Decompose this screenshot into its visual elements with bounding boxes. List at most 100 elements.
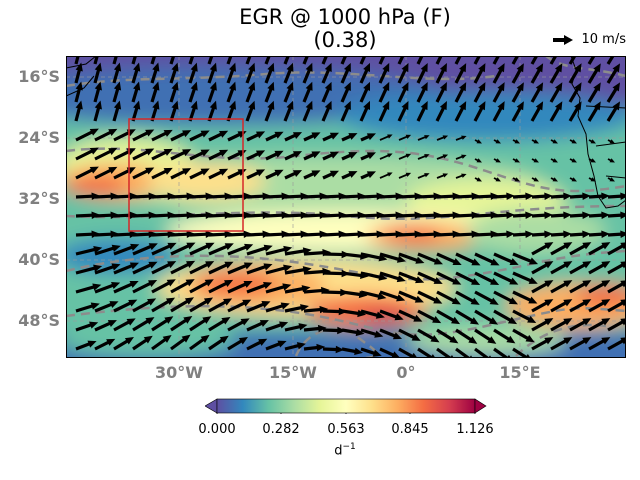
wind-arrow <box>397 81 409 103</box>
wind-arrow <box>322 132 340 142</box>
wind-arrow <box>75 245 103 256</box>
wind-arrow <box>588 318 611 332</box>
wind-arrow <box>455 309 480 325</box>
wind-arrow <box>94 147 118 161</box>
wind-arrow <box>474 309 499 325</box>
wind-arrow <box>322 170 340 180</box>
wind-arrow <box>569 337 592 351</box>
wind-arrow <box>189 168 210 180</box>
wind-arrow <box>436 252 462 265</box>
wind-arrow <box>265 340 287 351</box>
wind-arrow <box>246 301 271 313</box>
wind-arrow <box>435 63 447 84</box>
wind-arrow <box>227 131 247 142</box>
wind-arrow <box>435 82 447 103</box>
wind-arrow <box>493 271 519 285</box>
wind-arrow <box>607 337 626 351</box>
wind-arrow <box>302 62 313 84</box>
wind-arrow <box>417 290 443 304</box>
wind-arrow <box>417 154 430 160</box>
wind-arrow <box>360 252 388 262</box>
wind-arrow <box>112 62 122 84</box>
wind-arrow <box>379 271 406 283</box>
wind-arrow <box>75 283 102 294</box>
wind-arrow <box>588 261 611 275</box>
wind-arrow <box>568 63 582 84</box>
wind-arrow <box>417 271 443 284</box>
wind-arrow <box>588 158 596 163</box>
wind-arrow <box>607 318 626 332</box>
wind-arrow <box>474 139 482 144</box>
wind-arrow <box>189 261 215 275</box>
wind-arrow <box>379 252 406 263</box>
wind-arrow <box>455 154 467 160</box>
wind-arrow <box>569 158 577 163</box>
wind-arrow <box>512 271 538 284</box>
colorbar-unit-label: d−1 <box>334 442 356 459</box>
wind-arrow <box>397 100 409 122</box>
wind-arrow <box>151 297 176 313</box>
wind-arrow <box>550 192 572 200</box>
wind-arrow <box>473 63 486 84</box>
y-tick-label-24s: 24°S <box>18 128 60 147</box>
wind-arrow <box>379 172 393 179</box>
wind-arrow <box>569 261 592 275</box>
map-title-line2: (0.38) <box>313 28 377 52</box>
reference-arrow-icon <box>552 34 573 45</box>
wind-arrow <box>113 281 139 294</box>
wind-arrow <box>113 299 138 313</box>
wind-arrow <box>227 318 250 332</box>
wind-arrow <box>188 62 198 84</box>
wind-arrow <box>151 316 174 332</box>
wind-arrow <box>341 328 365 337</box>
wind-arrow <box>398 290 424 303</box>
wind-arrow <box>132 317 155 332</box>
wind-arrow <box>569 177 577 182</box>
wind-arrow <box>398 271 425 284</box>
wind-arrow <box>265 131 284 142</box>
wind-arrow <box>284 285 311 294</box>
wind-arrow <box>341 171 358 180</box>
wind-arrow <box>493 230 515 238</box>
region-box <box>128 118 244 232</box>
wind-arrow <box>492 63 505 84</box>
wind-arrow <box>511 82 524 103</box>
wind-arrow <box>321 62 332 84</box>
reference-vector-label: 10 m/s <box>581 32 627 47</box>
wind-arrow <box>588 299 611 313</box>
y-tick-label-32s: 32°S <box>18 189 60 208</box>
wind-arrow <box>531 280 554 294</box>
wind-arrow <box>265 245 293 256</box>
wind-arrow <box>568 82 582 103</box>
wind-arrow <box>94 263 121 275</box>
wind-arrow <box>246 131 266 142</box>
wind-arrow <box>550 299 573 313</box>
wind-arrow <box>93 100 102 122</box>
wind-arrow <box>264 100 275 122</box>
wind-arrow <box>283 81 294 103</box>
wind-arrow <box>397 62 409 84</box>
colorbar-tick-0: 0.000 <box>198 422 236 437</box>
wind-arrow <box>587 63 601 84</box>
wind-arrow <box>75 128 99 142</box>
wind-arrow <box>416 101 428 122</box>
wind-arrow <box>75 321 99 332</box>
wind-arrow <box>378 81 390 103</box>
wind-arrow <box>246 320 269 332</box>
wind-arrow <box>379 134 393 141</box>
wind-arrow <box>169 81 179 103</box>
wind-arrow <box>208 243 234 256</box>
wind-arrow <box>227 262 253 275</box>
wind-arrow <box>208 335 229 351</box>
wind-arrow <box>607 139 615 144</box>
wind-arrow <box>132 243 158 256</box>
wind-arrow <box>264 81 275 103</box>
colorbar-tick-4: 1.126 <box>456 422 494 437</box>
wind-arrow <box>417 252 444 265</box>
wind-arrow <box>454 63 467 84</box>
wind-arrow <box>398 252 425 264</box>
wind-arrow <box>265 302 290 313</box>
wind-arrow <box>246 263 273 275</box>
wind-arrow <box>531 177 539 182</box>
map-plot-area <box>66 56 626 358</box>
